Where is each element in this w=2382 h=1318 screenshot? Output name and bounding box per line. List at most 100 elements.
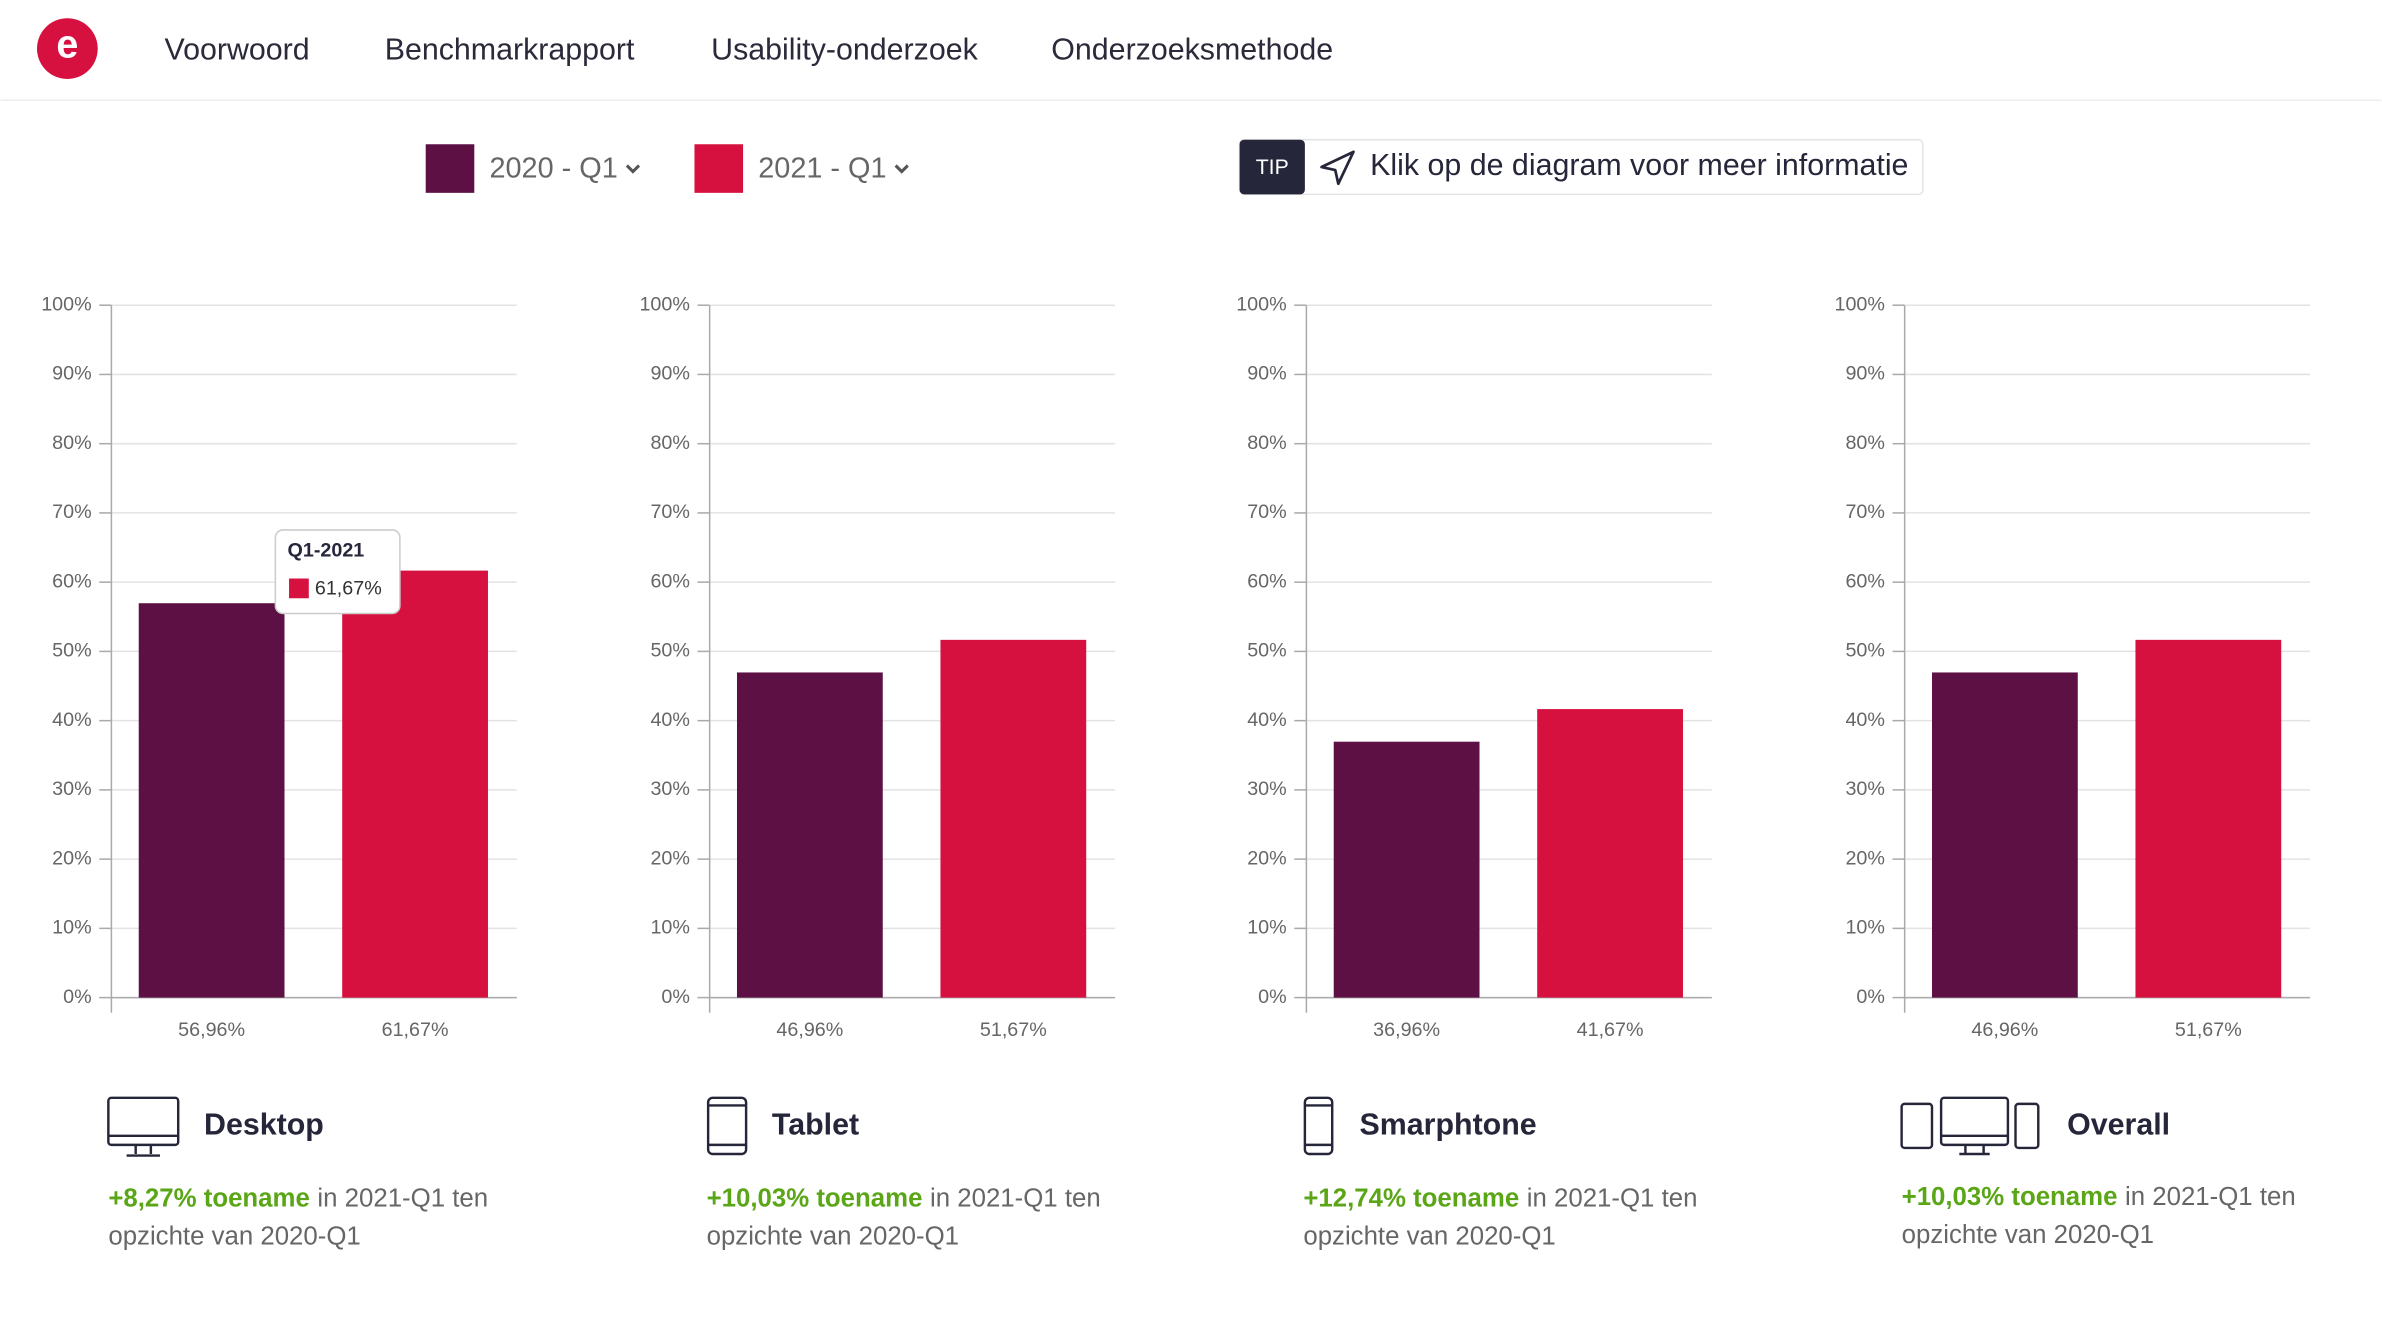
y-tick-label: 100% [639, 293, 689, 315]
nav-item[interactable]: Onderzoeksmethode [1051, 34, 1333, 67]
y-tick-label: 10% [650, 917, 689, 939]
change-text: +10,03% toename in 2021-Q1 ten [1902, 1183, 2296, 1211]
change-text: +12,74% toename in 2021-Q1 ten [1303, 1184, 1697, 1212]
y-tick-label: 100% [41, 293, 91, 315]
logo-letter: e [56, 22, 78, 66]
y-tick-label: 100% [1236, 293, 1286, 315]
device-icon [1941, 1134, 2008, 1156]
change-note: opzichte van 2020-Q1 [707, 1222, 959, 1250]
legend-swatch[interactable] [425, 144, 475, 193]
y-tick-label: 40% [1845, 709, 1884, 731]
value-label: 56,96% [178, 1019, 245, 1041]
y-tick-label: 80% [650, 432, 689, 454]
y-tick-label: 60% [1247, 570, 1286, 592]
tip-icon [1320, 150, 1355, 186]
device-icon [708, 1104, 747, 1147]
value-label: 46,96% [1971, 1019, 2038, 1041]
device-icon [1900, 1102, 1934, 1150]
change-value: +10,03% toename [707, 1184, 923, 1212]
legend-label[interactable]: 2020 - Q1 [489, 153, 617, 185]
y-tick-label: 30% [650, 778, 689, 800]
y-tick-label: 90% [1247, 363, 1286, 385]
change-note: in 2021-Q1 ten [317, 1184, 488, 1212]
tip-badge [1239, 139, 1305, 195]
bar[interactable] [342, 570, 488, 998]
dropdown-chevron[interactable] [625, 164, 641, 174]
change-note: in 2021-Q1 ten [1527, 1184, 1698, 1212]
y-tick-label: 50% [52, 640, 91, 662]
y-tick-label: 0% [1856, 986, 1885, 1008]
y-tick-label: 10% [52, 917, 91, 939]
device-title: Overall [2067, 1109, 2170, 1142]
y-tick-label: 20% [1845, 847, 1884, 869]
y-tick-label: 60% [650, 570, 689, 592]
nav-item[interactable]: Usability-onderzoek [711, 34, 978, 67]
bar[interactable] [1931, 672, 2078, 998]
tooltip-title: Q1-2021 [288, 539, 365, 561]
y-tick-label: 70% [1845, 501, 1884, 523]
change-note: opzichte van 2020-Q1 [1902, 1221, 2154, 1249]
device-icon [1303, 1096, 1334, 1156]
y-tick-label: 40% [52, 709, 91, 731]
device-icon [108, 1134, 179, 1157]
y-tick-label: 10% [1247, 917, 1286, 939]
y-tick-label: 50% [650, 640, 689, 662]
tooltip-swatch [289, 578, 309, 599]
dropdown-chevron[interactable] [894, 164, 909, 174]
y-tick-label: 80% [1845, 432, 1884, 454]
device-icon [107, 1096, 180, 1147]
y-tick-label: 90% [1845, 363, 1884, 385]
bar[interactable] [940, 639, 1087, 998]
bar[interactable] [1537, 709, 1683, 998]
y-tick-label: 30% [52, 778, 91, 800]
bar[interactable] [138, 603, 285, 998]
y-tick-label: 90% [650, 363, 689, 385]
tooltip-value: 61,67% [315, 577, 382, 599]
y-tick-label: 70% [650, 501, 689, 523]
device-icon [1304, 1104, 1333, 1147]
y-tick-label: 40% [1247, 709, 1286, 731]
y-tick-label: 90% [52, 363, 91, 385]
change-value: +10,03% toename [1902, 1183, 2118, 1211]
value-label: 51,67% [2175, 1019, 2242, 1041]
y-tick-label: 70% [1247, 501, 1286, 523]
tip-badge-text: TIP [1256, 155, 1289, 179]
y-tick-label: 0% [1258, 986, 1287, 1008]
device-icon [706, 1096, 748, 1156]
change-note: opzichte van 2020-Q1 [108, 1222, 360, 1250]
change-note: in 2021-Q1 ten [930, 1184, 1101, 1212]
value-label: 61,67% [382, 1019, 449, 1041]
nav-item[interactable]: Voorwoord [165, 34, 310, 67]
logo[interactable] [36, 18, 98, 79]
legend-swatch[interactable] [694, 144, 744, 193]
nav-item[interactable]: Benchmarkrapport [385, 34, 635, 67]
y-tick-label: 30% [1845, 778, 1884, 800]
bar[interactable] [1333, 741, 1480, 998]
y-tick-label: 10% [1845, 917, 1884, 939]
y-tick-label: 100% [1834, 293, 1884, 315]
value-label: 41,67% [1577, 1019, 1644, 1041]
y-tick-label: 50% [1845, 640, 1884, 662]
y-tick-label: 60% [1845, 570, 1884, 592]
y-tick-label: 0% [63, 986, 92, 1008]
y-tick-label: 80% [1247, 432, 1286, 454]
bar[interactable] [2135, 639, 2282, 998]
bar[interactable] [736, 672, 883, 998]
y-tick-label: 70% [52, 501, 91, 523]
legend-label[interactable]: 2021 - Q1 [758, 153, 886, 185]
value-label: 36,96% [1373, 1019, 1440, 1041]
change-note: in 2021-Q1 ten [2125, 1183, 2296, 1211]
change-value: +12,74% toename [1303, 1184, 1519, 1212]
y-tick-label: 60% [52, 570, 91, 592]
change-text: +10,03% toename in 2021-Q1 ten [707, 1184, 1101, 1212]
y-tick-label: 20% [1247, 847, 1286, 869]
y-tick-label: 20% [52, 847, 91, 869]
y-tick-label: 0% [661, 986, 690, 1008]
y-tick-label: 40% [650, 709, 689, 731]
y-tick-label: 50% [1247, 640, 1286, 662]
change-text: +8,27% toename in 2021-Q1 ten [108, 1184, 488, 1212]
device-icon [1939, 1096, 2010, 1147]
tip-text: Klik op de diagram voor meer informatie [1370, 149, 1908, 182]
device-icon [2014, 1102, 2040, 1150]
value-label: 46,96% [776, 1019, 843, 1041]
